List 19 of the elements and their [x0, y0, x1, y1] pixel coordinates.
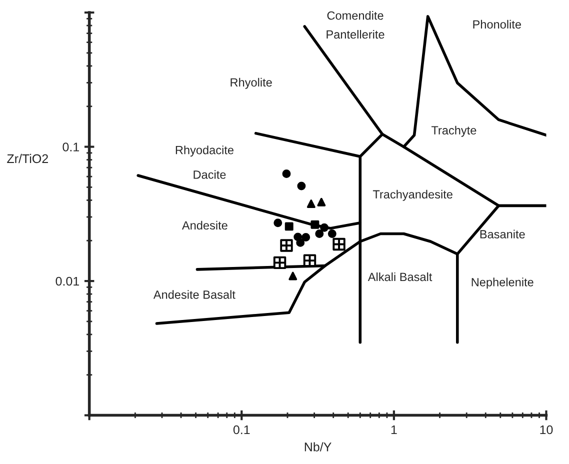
annotation: Dacite	[194, 170, 226, 179]
annotation: Nephelenite	[472, 278, 534, 289]
x-tick-label: 0.1	[233, 425, 250, 434]
annotation: Pantellerite	[326, 30, 384, 39]
annotation: Phonolite	[473, 20, 521, 29]
x-axis-title: Nb/Y	[304, 442, 332, 452]
y-axis-title: Zr/TiO2	[7, 154, 48, 164]
annotation: Comendite	[327, 11, 384, 20]
y-tick-label: 0.01	[56, 276, 80, 286]
annotation: Andesite	[182, 220, 228, 230]
annotation: Basanite	[480, 230, 525, 238]
annotation: Trachyte	[431, 126, 476, 137]
x-tick-label: 10	[540, 425, 553, 434]
x-tick-label: 1	[391, 425, 397, 434]
annotation: Rhyolite	[230, 78, 272, 89]
annotation: Andesite Basalt	[153, 290, 236, 299]
annotation: Alkali Basalt	[368, 272, 432, 282]
annotation: Rhyodacite	[176, 146, 234, 157]
annotation: Trachyandesite	[372, 190, 452, 201]
